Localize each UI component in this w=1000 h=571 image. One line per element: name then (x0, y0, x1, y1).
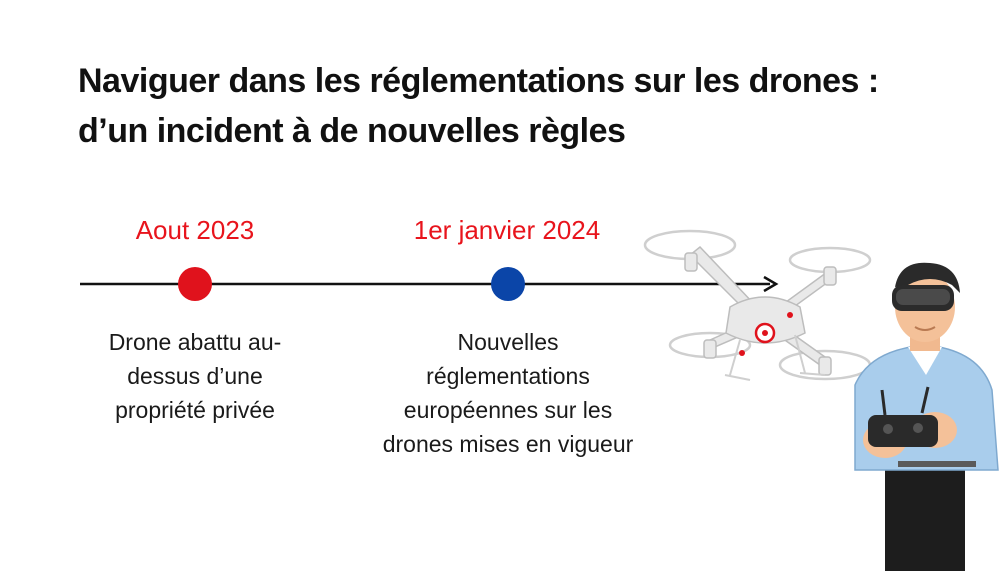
drone-pilot-illustration (643, 229, 999, 571)
event-description-2-line: européennes sur les (403, 397, 613, 423)
event-description-1-line: propriété privée (115, 397, 275, 423)
title-line-2: d’un incident à de nouvelles règles (78, 112, 626, 150)
event-date-2: 1er janvier 2024 (413, 215, 601, 245)
vr-headset-person-icon (854, 262, 999, 571)
drone-icon (643, 229, 872, 381)
event-date-1: Aout 2023 (135, 215, 255, 245)
event-description-2: Nouvelles réglementations européennes su… (348, 325, 668, 461)
event-description-1-line: dessus d’une (127, 363, 263, 389)
timeline-marker-aout-2023 (178, 267, 212, 301)
event-description-1: Drone abattu au- dessus d’une propriété … (55, 325, 335, 427)
timeline-marker-janvier-2024 (491, 267, 525, 301)
title-line-1: Naviguer dans les réglementations sur le… (78, 62, 879, 100)
event-description-2-line: Nouvelles (457, 329, 559, 355)
page-title: Naviguer dans les réglementations sur le… (78, 56, 958, 156)
event-description-1-line: Drone abattu au- (108, 329, 282, 355)
event-description-2-line: drones mises en vigueur (382, 431, 634, 457)
remote-controller-icon (863, 386, 957, 458)
event-description-2-line: réglementations (426, 363, 590, 389)
